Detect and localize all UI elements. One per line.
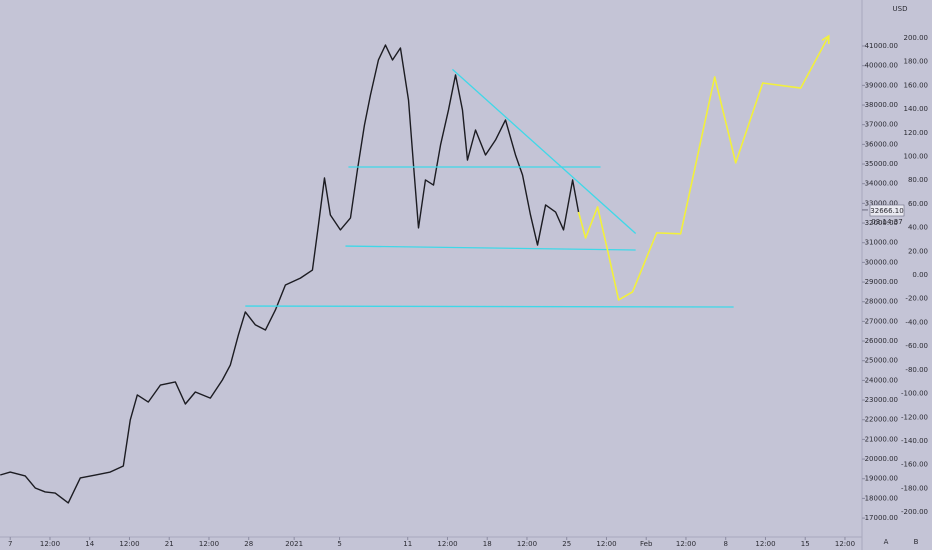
y2-tick-label: -80.00	[905, 366, 928, 374]
y2-tick-label: -180.00	[901, 484, 928, 492]
x-tick-label: 18	[483, 540, 492, 548]
y2-tick-label: -40.00	[905, 318, 928, 326]
series-line	[245, 305, 734, 308]
y-tick-label: 27000.00	[865, 317, 898, 325]
x-tick-label: 21	[165, 540, 174, 548]
y-tick-label: 33000.00	[865, 199, 898, 207]
x-tick-label: 28	[244, 540, 253, 548]
x-tick-label: Feb	[640, 540, 653, 548]
y-tick-label: 35000.00	[865, 160, 898, 168]
x-tick-label: 12:00	[119, 540, 139, 548]
x-tick-label: 8	[723, 540, 727, 548]
axis-button[interactable]: A	[884, 538, 889, 546]
y2-tick-label: 40.00	[908, 224, 928, 232]
y-tick-label: 17000.00	[865, 514, 898, 522]
series-line	[345, 245, 636, 251]
x-tick-label: 12:00	[40, 540, 60, 548]
y-tick-label: 41000.00	[865, 42, 898, 50]
y2-tick-label: 100.00	[904, 152, 929, 160]
x-tick-label: 12:00	[517, 540, 537, 548]
x-tick-label: 12:00	[199, 540, 219, 548]
x-tick-label: 25	[562, 540, 571, 548]
y-tick-label: 26000.00	[865, 337, 898, 345]
x-tick-label: 2021	[285, 540, 303, 548]
x-tick-label: 12:00	[437, 540, 457, 548]
y2-tick-label: -120.00	[901, 413, 928, 421]
y2-tick-label: 80.00	[908, 176, 928, 184]
y-tick-label: 32000.00	[865, 219, 898, 227]
y-tick-label: 18000.00	[865, 494, 898, 502]
x-tick-label: 14	[85, 540, 94, 548]
x-tick-label: 12:00	[755, 540, 775, 548]
y2-tick-label: 200.00	[904, 34, 929, 42]
last-price-box	[869, 204, 905, 217]
x-tick-label: 12:00	[676, 540, 696, 548]
y2-tick-label: -140.00	[901, 437, 928, 445]
y2-tick-label: 60.00	[908, 200, 928, 208]
y2-tick-label: 0.00	[912, 271, 928, 279]
y2-tick-label: 120.00	[904, 129, 929, 137]
y2-tick-label: 180.00	[904, 58, 929, 66]
x-tick-label: 15	[801, 540, 810, 548]
y-tick-label: 40000.00	[865, 62, 898, 70]
y-tick-label: 25000.00	[865, 357, 898, 365]
currency-label: USD	[893, 5, 908, 13]
x-tick-label: 5	[337, 540, 341, 548]
y-tick-label: 34000.00	[865, 180, 898, 188]
last-price-label: 32666.10	[870, 207, 903, 215]
y-tick-label: 23000.00	[865, 396, 898, 404]
x-tick-label: 11	[403, 540, 412, 548]
y-tick-label: 36000.00	[865, 140, 898, 148]
y-tick-label: 28000.00	[865, 298, 898, 306]
y-tick-label: 30000.00	[865, 258, 898, 266]
axis-button[interactable]: B	[914, 538, 919, 546]
x-tick-label: 12:00	[835, 540, 855, 548]
y2-tick-label: -20.00	[905, 295, 928, 303]
y-tick-label: 29000.00	[865, 278, 898, 286]
series-line	[0, 44, 580, 504]
y-tick-label: 31000.00	[865, 239, 898, 247]
y-tick-label: 24000.00	[865, 376, 898, 384]
y-tick-label: 21000.00	[865, 435, 898, 443]
arrow-head	[821, 34, 830, 44]
y-tick-label: 22000.00	[865, 416, 898, 424]
x-tick-label: 7	[8, 540, 12, 548]
y2-tick-label: -160.00	[901, 461, 928, 469]
y2-tick-label: 20.00	[908, 247, 928, 255]
y-tick-label: 37000.00	[865, 121, 898, 129]
y-tick-label: 19000.00	[865, 475, 898, 483]
y2-tick-label: -60.00	[905, 342, 928, 350]
y2-tick-label: 140.00	[904, 105, 929, 113]
x-tick-label: 12:00	[596, 540, 616, 548]
series-line	[452, 68, 637, 234]
y-tick-label: 38000.00	[865, 101, 898, 109]
countdown: 03:14:37	[871, 218, 902, 226]
y2-tick-label: -200.00	[901, 508, 928, 516]
y2-tick-label: -100.00	[901, 390, 928, 398]
y2-tick-label: 160.00	[904, 81, 929, 89]
y-tick-label: 20000.00	[865, 455, 898, 463]
y-tick-label: 39000.00	[865, 81, 898, 89]
series-line	[577, 35, 830, 301]
